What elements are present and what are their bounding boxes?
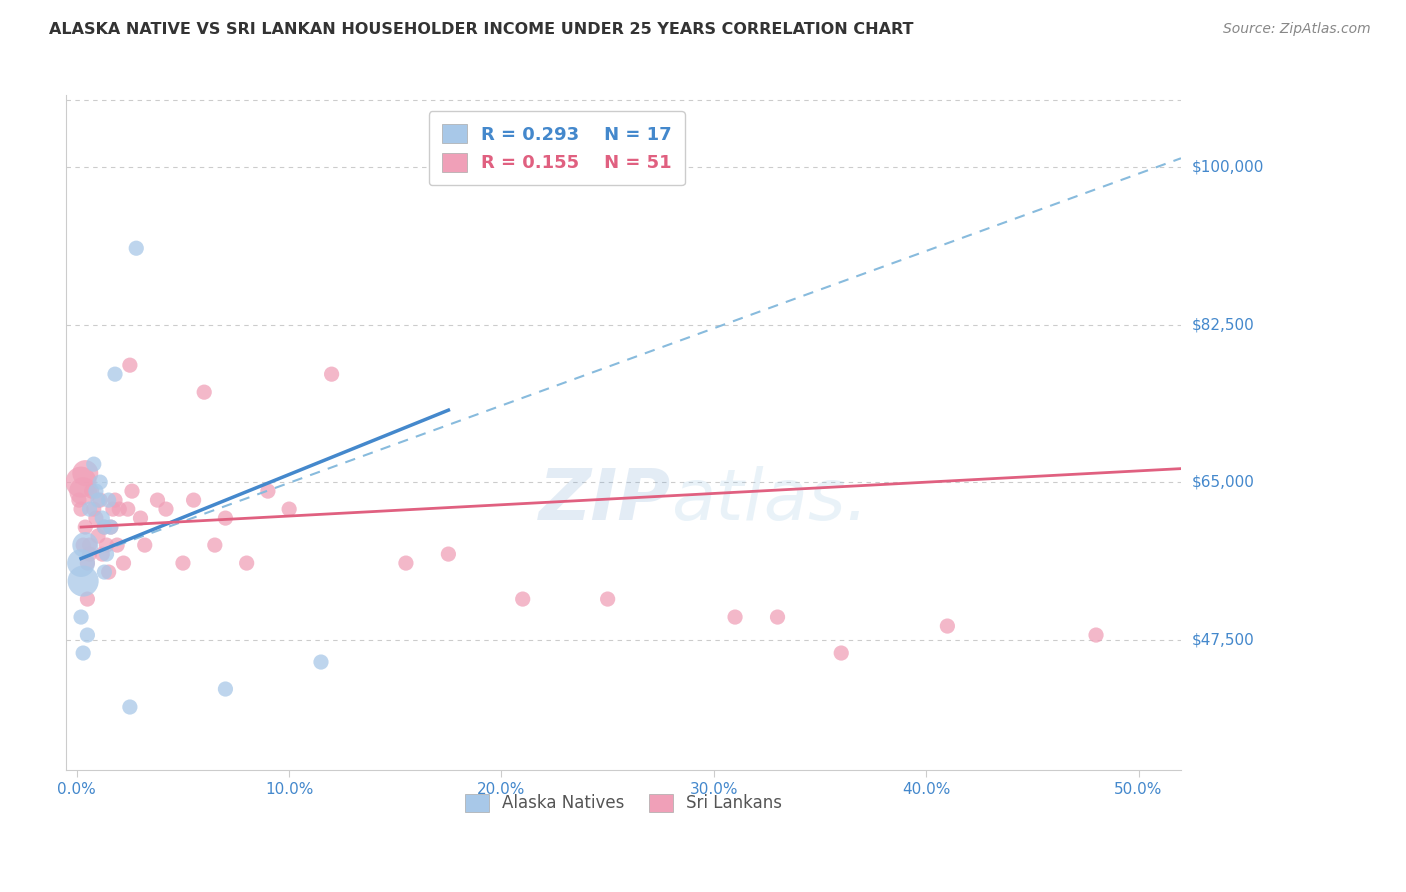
Point xyxy=(76,592,98,607)
Point xyxy=(91,547,114,561)
Point xyxy=(112,556,135,570)
Point xyxy=(72,574,94,588)
Point xyxy=(87,493,110,508)
Text: Source: ZipAtlas.com: Source: ZipAtlas.com xyxy=(1223,22,1371,37)
Text: $82,500: $82,500 xyxy=(1192,318,1254,332)
Point xyxy=(70,556,93,570)
Text: atlas.: atlas. xyxy=(671,466,869,534)
Point xyxy=(129,511,152,525)
Text: ZIP: ZIP xyxy=(538,466,671,534)
Point xyxy=(83,457,105,471)
Point xyxy=(204,538,226,552)
Point xyxy=(118,700,141,714)
Point xyxy=(104,367,127,381)
Point xyxy=(121,484,143,499)
Point xyxy=(214,681,236,696)
Point xyxy=(100,520,122,534)
Point xyxy=(70,475,93,489)
Point xyxy=(91,511,114,525)
Point xyxy=(100,520,122,534)
Point xyxy=(72,484,94,499)
Point xyxy=(84,511,107,525)
Point xyxy=(134,538,156,552)
Point xyxy=(76,628,98,642)
Point xyxy=(1085,628,1108,642)
Point xyxy=(278,502,301,516)
Point xyxy=(193,385,215,400)
Point xyxy=(155,502,177,516)
Point xyxy=(183,493,205,508)
Point xyxy=(257,484,280,499)
Point xyxy=(766,610,789,624)
Point xyxy=(309,655,332,669)
Point xyxy=(93,520,115,534)
Legend: Alaska Natives, Sri Lankans: Alaska Natives, Sri Lankans xyxy=(456,784,792,822)
Point xyxy=(235,556,257,570)
Point xyxy=(214,511,236,525)
Point xyxy=(321,367,343,381)
Text: ALASKA NATIVE VS SRI LANKAN HOUSEHOLDER INCOME UNDER 25 YEARS CORRELATION CHART: ALASKA NATIVE VS SRI LANKAN HOUSEHOLDER … xyxy=(49,22,914,37)
Point xyxy=(97,565,120,579)
Point xyxy=(118,358,141,372)
Point xyxy=(80,484,103,499)
Point xyxy=(72,538,94,552)
Point xyxy=(395,556,418,570)
Point xyxy=(87,529,110,543)
Point xyxy=(79,547,101,561)
Point xyxy=(101,502,124,516)
Point xyxy=(117,502,139,516)
Point xyxy=(512,592,534,607)
Point xyxy=(79,502,101,516)
Point xyxy=(70,502,93,516)
Point xyxy=(172,556,194,570)
Point xyxy=(75,520,97,534)
Point xyxy=(830,646,852,660)
Point xyxy=(105,538,128,552)
Point xyxy=(146,493,169,508)
Point xyxy=(724,610,747,624)
Point xyxy=(89,475,111,489)
Point xyxy=(79,538,101,552)
Point xyxy=(67,493,90,508)
Point xyxy=(96,538,118,552)
Point xyxy=(75,538,97,552)
Point xyxy=(84,484,107,499)
Point xyxy=(83,502,105,516)
Point xyxy=(93,520,115,534)
Point xyxy=(108,502,131,516)
Point xyxy=(104,493,127,508)
Point xyxy=(76,556,98,570)
Point xyxy=(89,493,111,508)
Point xyxy=(70,610,93,624)
Point xyxy=(96,547,118,561)
Point xyxy=(596,592,619,607)
Point xyxy=(93,565,115,579)
Point xyxy=(936,619,959,633)
Point xyxy=(125,241,148,255)
Point xyxy=(97,493,120,508)
Text: $65,000: $65,000 xyxy=(1192,475,1256,490)
Point xyxy=(437,547,460,561)
Point xyxy=(75,466,97,480)
Point xyxy=(72,646,94,660)
Text: $47,500: $47,500 xyxy=(1192,632,1254,647)
Text: $100,000: $100,000 xyxy=(1192,160,1264,175)
